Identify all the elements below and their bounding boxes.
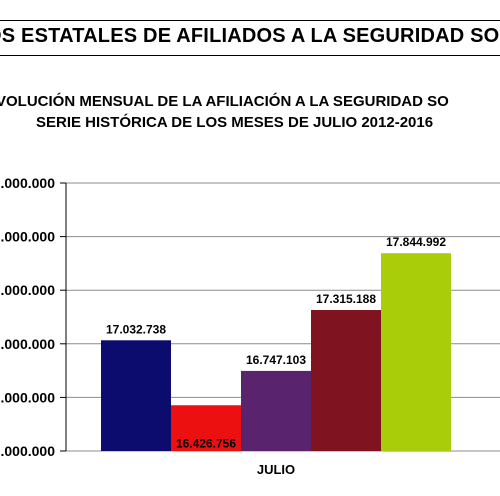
- y-tick-label: 0.000.000: [0, 229, 55, 245]
- data-label: 17.315.188: [316, 292, 376, 306]
- data-label: 17.032.738: [106, 322, 166, 336]
- y-tick-label: 0.000.000: [0, 443, 55, 459]
- bar: [381, 253, 451, 451]
- report-banner: OS ESTATALES DE AFILIADOS A LA SEGURIDAD…: [0, 20, 500, 56]
- y-tick-label: 0.000.000: [0, 282, 55, 298]
- chart-title-line-1: VOLUCIÓN MENSUAL DE LA AFILIACIÓN A LA S…: [0, 93, 449, 110]
- data-label: 17.844.992: [386, 235, 446, 249]
- y-tick-label: 0.000.000: [0, 389, 55, 405]
- bar: [241, 370, 311, 451]
- x-category-label: JULIO: [257, 462, 295, 477]
- chart-title-line-2: SERIE HISTÓRICA DE LOS MESES DE JULIO 20…: [36, 114, 434, 131]
- y-tick-label: 0.000.000: [0, 175, 55, 191]
- bar: [311, 310, 381, 451]
- y-tick-label: 0.000.000: [0, 336, 55, 352]
- data-label: 16.426.756: [176, 436, 236, 450]
- banner-text: OS ESTATALES DE AFILIADOS A LA SEGURIDAD…: [0, 25, 500, 47]
- data-label: 16.747.103: [246, 353, 306, 367]
- bar: [171, 405, 241, 451]
- bar: [101, 340, 171, 451]
